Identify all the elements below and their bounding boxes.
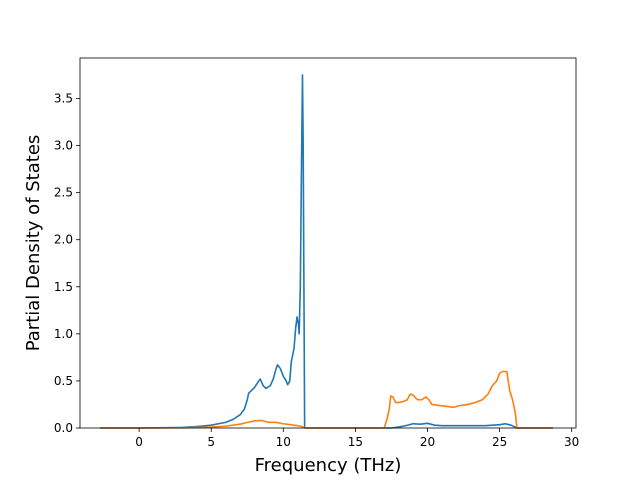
y-tick-label: 2.0 xyxy=(54,233,73,247)
y-tick-label: 3.0 xyxy=(54,139,73,153)
plot-background xyxy=(80,58,576,428)
x-tick-label: 15 xyxy=(348,435,363,449)
series-layer xyxy=(100,74,553,429)
x-ticks: 0 5 10 15 20 25 30 xyxy=(135,428,579,449)
x-tick-label: 30 xyxy=(564,435,579,449)
y-axis-label: Partial Density of States xyxy=(23,135,44,352)
x-tick-label: 10 xyxy=(276,435,291,449)
y-tick-label: 1.5 xyxy=(54,280,73,294)
x-axis-label: Frequency (THz) xyxy=(255,455,402,476)
x-tick-label: 0 xyxy=(135,435,143,449)
y-tick-label: 1.0 xyxy=(54,327,73,341)
y-tick-label: 2.5 xyxy=(54,186,73,200)
x-tick-label: 25 xyxy=(492,435,507,449)
plot-frame xyxy=(79,57,577,429)
series-line-2 xyxy=(100,370,553,429)
series-line-1 xyxy=(100,74,553,429)
y-tick-label: 0.0 xyxy=(54,421,73,435)
x-tick-label: 20 xyxy=(420,435,435,449)
y-tick-label: 0.5 xyxy=(54,374,73,388)
y-ticks: 0.0 0.5 1.0 1.5 2.0 2.5 3.0 3.5 xyxy=(54,91,80,435)
y-tick-label: 3.5 xyxy=(54,91,73,105)
x-tick-label: 5 xyxy=(207,435,215,449)
